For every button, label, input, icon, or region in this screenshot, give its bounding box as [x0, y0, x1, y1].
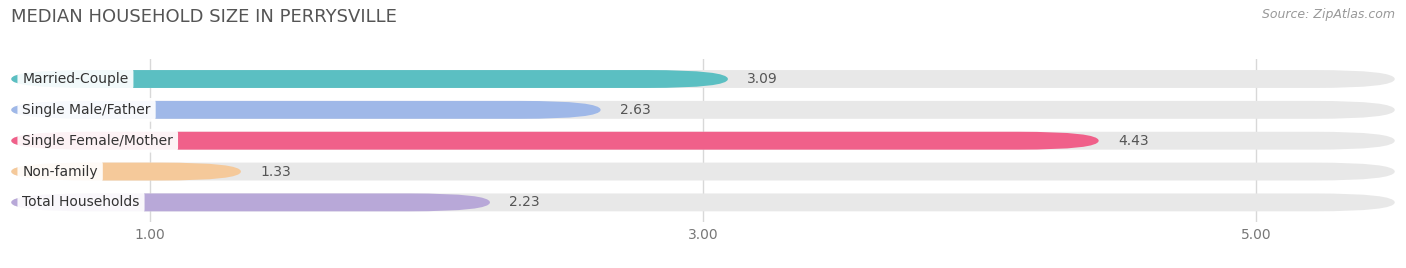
- FancyBboxPatch shape: [11, 101, 1395, 119]
- FancyBboxPatch shape: [11, 70, 1395, 88]
- Text: MEDIAN HOUSEHOLD SIZE IN PERRYSVILLE: MEDIAN HOUSEHOLD SIZE IN PERRYSVILLE: [11, 8, 396, 26]
- FancyBboxPatch shape: [11, 193, 489, 211]
- FancyBboxPatch shape: [11, 70, 728, 88]
- Text: 4.43: 4.43: [1118, 134, 1149, 148]
- Text: Non-family: Non-family: [22, 165, 98, 178]
- Text: 2.23: 2.23: [509, 195, 540, 209]
- FancyBboxPatch shape: [11, 163, 240, 180]
- Text: 3.09: 3.09: [747, 72, 778, 86]
- FancyBboxPatch shape: [11, 193, 1395, 211]
- Text: 1.33: 1.33: [260, 165, 291, 178]
- FancyBboxPatch shape: [11, 163, 1395, 180]
- Text: Total Households: Total Households: [22, 195, 139, 209]
- Text: Source: ZipAtlas.com: Source: ZipAtlas.com: [1261, 8, 1395, 21]
- FancyBboxPatch shape: [11, 101, 600, 119]
- FancyBboxPatch shape: [11, 132, 1395, 150]
- Text: 2.63: 2.63: [620, 103, 651, 117]
- Text: Single Female/Mother: Single Female/Mother: [22, 134, 173, 148]
- Text: Single Male/Father: Single Male/Father: [22, 103, 150, 117]
- Text: Married-Couple: Married-Couple: [22, 72, 128, 86]
- FancyBboxPatch shape: [11, 132, 1098, 150]
